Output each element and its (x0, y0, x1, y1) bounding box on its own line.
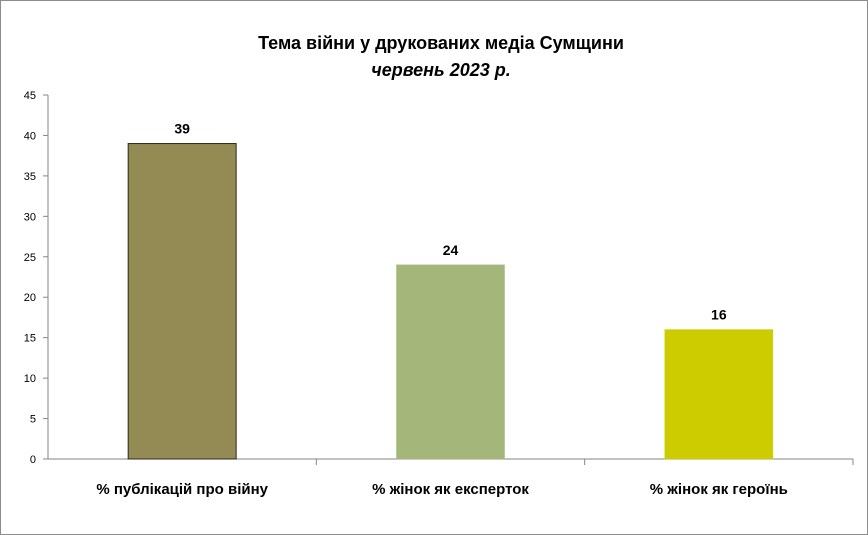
bar (127, 143, 237, 460)
y-tick-label: 25 (24, 252, 36, 264)
bar (396, 264, 505, 460)
labels: 39 % публікацій про війну 24 % жінок як екс… (96, 121, 788, 498)
category-label: % жінок як експерток (372, 481, 529, 498)
bars (127, 143, 774, 460)
y-tick-label: 5 (30, 414, 36, 426)
category-label: % публікацій про війну (96, 481, 268, 498)
data-label: 24 (443, 242, 459, 258)
data-label: 16 (711, 307, 727, 323)
y-tick-label: 35 (24, 171, 36, 183)
bar (664, 329, 774, 460)
y-tick-label: 15 (24, 333, 36, 345)
y-tick-label: 0 (30, 454, 36, 466)
data-label: 39 (174, 121, 190, 137)
category-label: % жінок як героїнь (650, 481, 788, 498)
y-tick-label: 20 (24, 292, 36, 304)
y-tick-label: 40 (24, 130, 36, 142)
chart-subtitle: червень 2023 р. (371, 60, 511, 80)
y-tick-label: 30 (24, 211, 36, 223)
y-tick-label: 10 (24, 373, 36, 385)
y-tick-label: 45 (24, 90, 36, 102)
chart-title: Тема війни у друкованих медіа Сумщини (258, 33, 624, 53)
